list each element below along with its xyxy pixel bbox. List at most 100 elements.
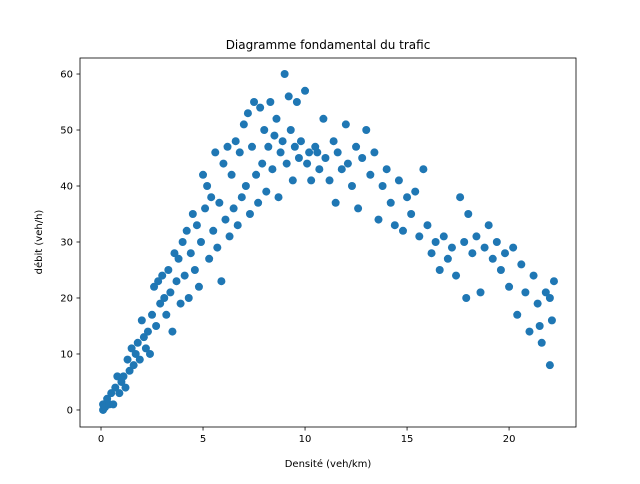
point (233, 221, 242, 230)
point (276, 148, 285, 157)
point (111, 383, 120, 392)
x-tick-label: 5 (200, 434, 206, 445)
point (133, 338, 142, 347)
point (245, 209, 254, 218)
point (290, 142, 299, 151)
point (333, 148, 342, 157)
y-tick-label: 50 (60, 126, 73, 137)
point (435, 265, 444, 274)
point (468, 249, 477, 258)
point (247, 142, 256, 151)
x-axis-label: Densité (veh/km) (285, 458, 372, 470)
y-tick-label: 10 (60, 349, 73, 360)
point (403, 193, 412, 202)
point (119, 372, 128, 381)
point (196, 237, 205, 246)
point (545, 361, 554, 370)
point (374, 215, 383, 224)
point (172, 277, 181, 286)
point (268, 165, 277, 174)
point (301, 86, 310, 95)
point (347, 182, 356, 191)
point (439, 232, 448, 241)
point (390, 221, 399, 230)
point (190, 265, 199, 274)
point (113, 372, 122, 381)
point (258, 159, 267, 168)
point (180, 271, 189, 280)
point (282, 159, 291, 168)
point (541, 288, 550, 297)
point (366, 170, 375, 179)
point (431, 237, 440, 246)
point (331, 198, 340, 207)
point (205, 254, 214, 263)
point (174, 254, 183, 263)
point (343, 159, 352, 168)
point (535, 321, 544, 330)
point (256, 103, 265, 112)
point (135, 355, 144, 364)
point (529, 271, 538, 280)
point (141, 344, 150, 353)
point (107, 389, 116, 398)
point (211, 148, 220, 157)
point (237, 193, 246, 202)
point (221, 215, 230, 224)
y-axis-label: débit (veh/h) (33, 210, 45, 275)
point (500, 249, 509, 258)
point (123, 355, 132, 364)
y-tick-label: 60 (60, 70, 73, 81)
point (156, 299, 165, 308)
point (125, 366, 134, 375)
point (284, 92, 293, 101)
point (484, 221, 493, 230)
point (394, 176, 403, 185)
x-tick-label: 15 (401, 434, 414, 445)
point (148, 310, 157, 319)
point (321, 154, 330, 163)
point (419, 165, 428, 174)
point (472, 232, 481, 241)
point (145, 349, 154, 358)
point (337, 165, 346, 174)
point (129, 361, 138, 370)
point (274, 193, 283, 202)
point (517, 260, 526, 269)
point (398, 226, 407, 235)
point (492, 237, 501, 246)
point (362, 126, 371, 135)
point (203, 182, 212, 191)
point (464, 209, 473, 218)
point (260, 126, 269, 135)
point (280, 70, 289, 79)
point (521, 288, 530, 297)
point (160, 293, 169, 302)
point (121, 383, 130, 392)
point (164, 265, 173, 274)
point (143, 327, 152, 336)
point (241, 182, 250, 191)
point (443, 254, 452, 263)
chart-title: Diagramme fondamental du trafic (226, 38, 431, 52)
point (488, 254, 497, 263)
point (505, 282, 514, 291)
point (239, 120, 248, 129)
point (199, 170, 208, 179)
point (209, 226, 218, 235)
point (227, 170, 236, 179)
point (219, 159, 228, 168)
point (354, 204, 363, 213)
point (115, 389, 124, 398)
point (462, 293, 471, 302)
point (215, 198, 224, 207)
point (192, 221, 201, 230)
point (270, 131, 279, 140)
point (168, 327, 177, 336)
point (225, 232, 234, 241)
point (358, 154, 367, 163)
point (207, 193, 216, 202)
point (341, 120, 350, 129)
point (294, 154, 303, 163)
point (194, 282, 203, 291)
